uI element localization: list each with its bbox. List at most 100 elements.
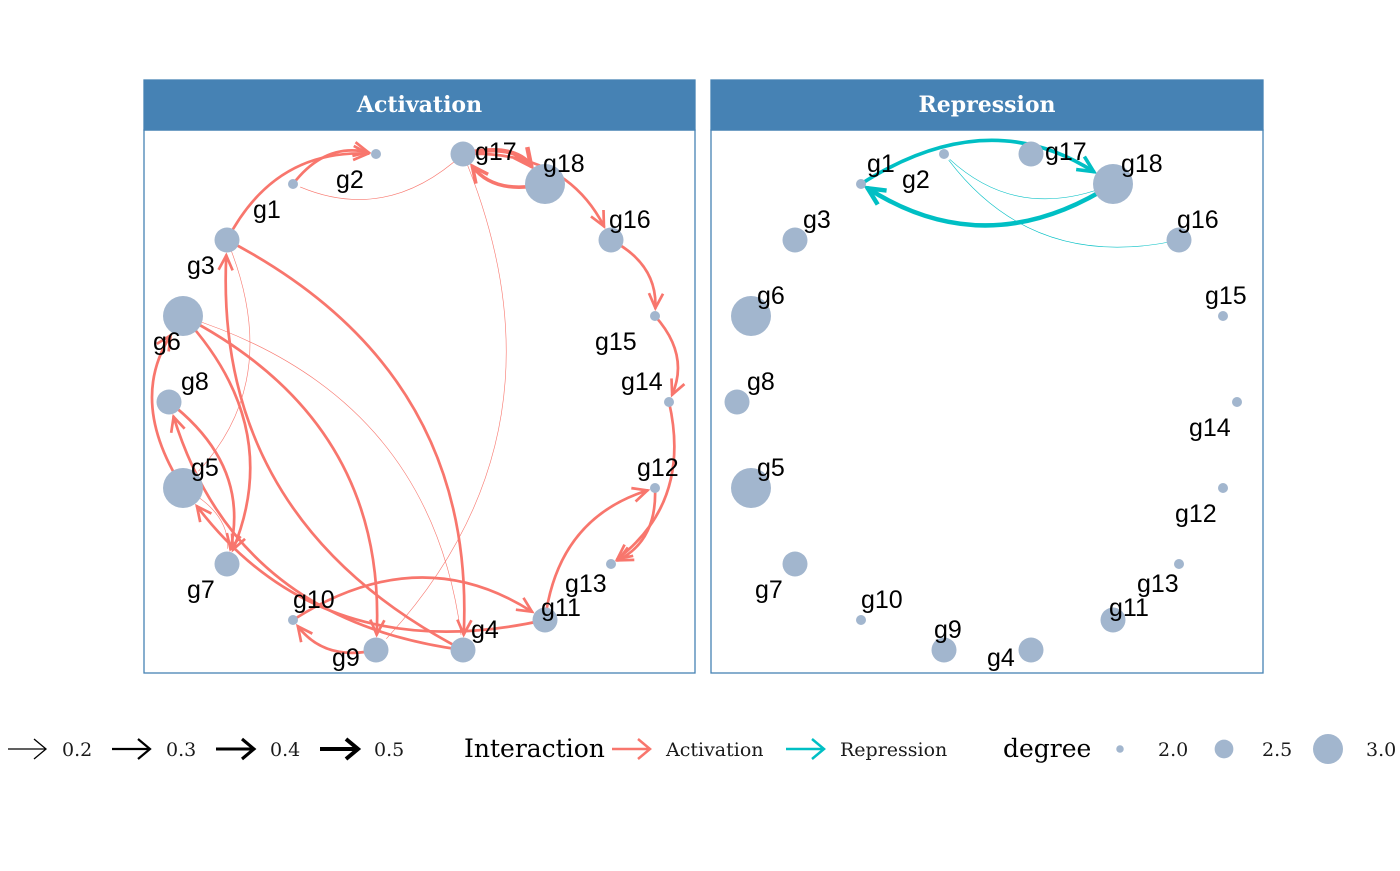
legend-degree-label: 2.5: [1262, 739, 1292, 761]
node-label-g9: g9: [332, 644, 360, 672]
node-label-g18: g18: [543, 150, 585, 178]
legend-weight-item-0.3: 0.3: [112, 738, 196, 761]
node-label-g13: g13: [1137, 570, 1179, 598]
node-label-g4: g4: [471, 616, 499, 644]
node-g13: [1174, 559, 1184, 569]
edge-line: [865, 181, 1116, 228]
node-label-g3: g3: [187, 252, 215, 280]
legend-interaction-title: Interaction: [464, 734, 605, 763]
node-label-g10: g10: [861, 586, 903, 614]
node-g8: [156, 389, 182, 415]
edge-line: [181, 314, 252, 552]
edge-g18-g1: [863, 181, 1116, 228]
panel-title-repression: Repression: [918, 92, 1055, 118]
edge-arrowhead: [631, 486, 651, 503]
node-label-g12: g12: [1175, 500, 1217, 528]
node-g13: [606, 559, 616, 569]
node-g12: [1218, 483, 1228, 493]
node-g16: [1166, 227, 1192, 253]
edge-arrowhead: [217, 252, 234, 271]
edge-arrowhead: [1075, 155, 1098, 174]
node-label-g14: g14: [621, 368, 663, 396]
edge-g17-g1: [300, 153, 464, 200]
node-label-g15: g15: [1205, 282, 1247, 310]
node-g18: [525, 164, 565, 204]
node-g1: [856, 179, 866, 189]
node-g18: [1093, 164, 1133, 204]
repression-nodes: [724, 141, 1242, 663]
legend-degree-dot: [1116, 745, 1124, 753]
node-label-g8: g8: [747, 368, 775, 396]
legend-weight-label: 0.5: [374, 739, 404, 761]
edge-line: [195, 504, 547, 633]
node-label-g10: g10: [293, 586, 335, 614]
node-g11: [1100, 607, 1126, 633]
legend-interaction-arrowhead: [811, 738, 826, 760]
node-label-g11: g11: [541, 594, 581, 622]
node-label-g2: g2: [902, 166, 930, 194]
node-g15: [1218, 311, 1228, 321]
node-label-g4: g4: [987, 644, 1015, 672]
edge-g17-g9: [386, 153, 507, 639]
edge-g8-g7: [167, 400, 242, 552]
node-g1: [288, 179, 298, 189]
edge-g3-g2: [225, 144, 372, 242]
legend-interaction-item-activation: Activation: [612, 738, 764, 761]
node-g2: [939, 149, 949, 159]
panel-title-activation: Activation: [356, 92, 482, 118]
edge-g6-g4: [182, 315, 462, 635]
node-g16: [598, 227, 624, 253]
legend-degree-label: 3.0: [1366, 739, 1396, 761]
edge-line: [949, 159, 1114, 200]
edge-line: [150, 334, 185, 490]
activation-edges: [150, 141, 686, 655]
node-g4: [1018, 637, 1044, 663]
legend-weight-item-0.5: 0.5: [320, 737, 404, 761]
edge-g11-g12: [543, 486, 651, 622]
legend: 0.2 0.3 0.4 0.5 Interaction Activation Repre…: [8, 734, 1396, 764]
node-label-g9: g9: [934, 616, 962, 644]
edge-arrowhead: [295, 623, 313, 643]
edge-line: [615, 400, 676, 561]
edge-line: [653, 314, 680, 397]
edge-line: [291, 576, 534, 622]
edge-line: [198, 239, 251, 472]
edge-g4-g3: [217, 252, 465, 652]
legend-degree-item-2.5: 2.5: [1214, 739, 1292, 761]
edge-g15-g14: [653, 314, 686, 398]
edge-arrowhead: [515, 597, 535, 614]
legend-weight-arrowhead: [241, 737, 257, 761]
node-label-g1: g1: [253, 196, 281, 224]
edge-line: [224, 254, 465, 652]
panel-border: [710, 129, 1264, 674]
node-g10: [856, 615, 866, 625]
node-label-g18: g18: [1121, 150, 1163, 178]
legend-weight-arrowhead: [33, 738, 48, 760]
node-label-g2: g2: [336, 166, 364, 194]
legend-interaction-label: Repression: [840, 739, 947, 761]
node-g14: [664, 397, 674, 407]
panel-strip: [143, 79, 696, 131]
edge-arrowhead: [670, 378, 686, 398]
node-g7: [214, 551, 240, 577]
node-g5: [731, 468, 771, 508]
node-label-g13: g13: [565, 570, 607, 598]
panel-strip: [710, 79, 1264, 131]
edge-line: [859, 138, 1096, 186]
legend-degree: 2.0 2.5 3.0: [1116, 734, 1396, 764]
node-g17: [1018, 141, 1044, 167]
node-g3: [214, 227, 240, 253]
edge-g3-g5: [198, 239, 251, 472]
legend-degree-dot: [1313, 734, 1343, 764]
node-label-g17: g17: [1045, 138, 1087, 166]
legend-degree-dot: [1214, 739, 1234, 759]
edge-arrowhead: [225, 532, 242, 552]
node-g6: [731, 296, 771, 336]
edge-line: [386, 153, 507, 639]
edge-g14-g13: [614, 400, 676, 562]
edge-arrowhead: [614, 544, 634, 562]
